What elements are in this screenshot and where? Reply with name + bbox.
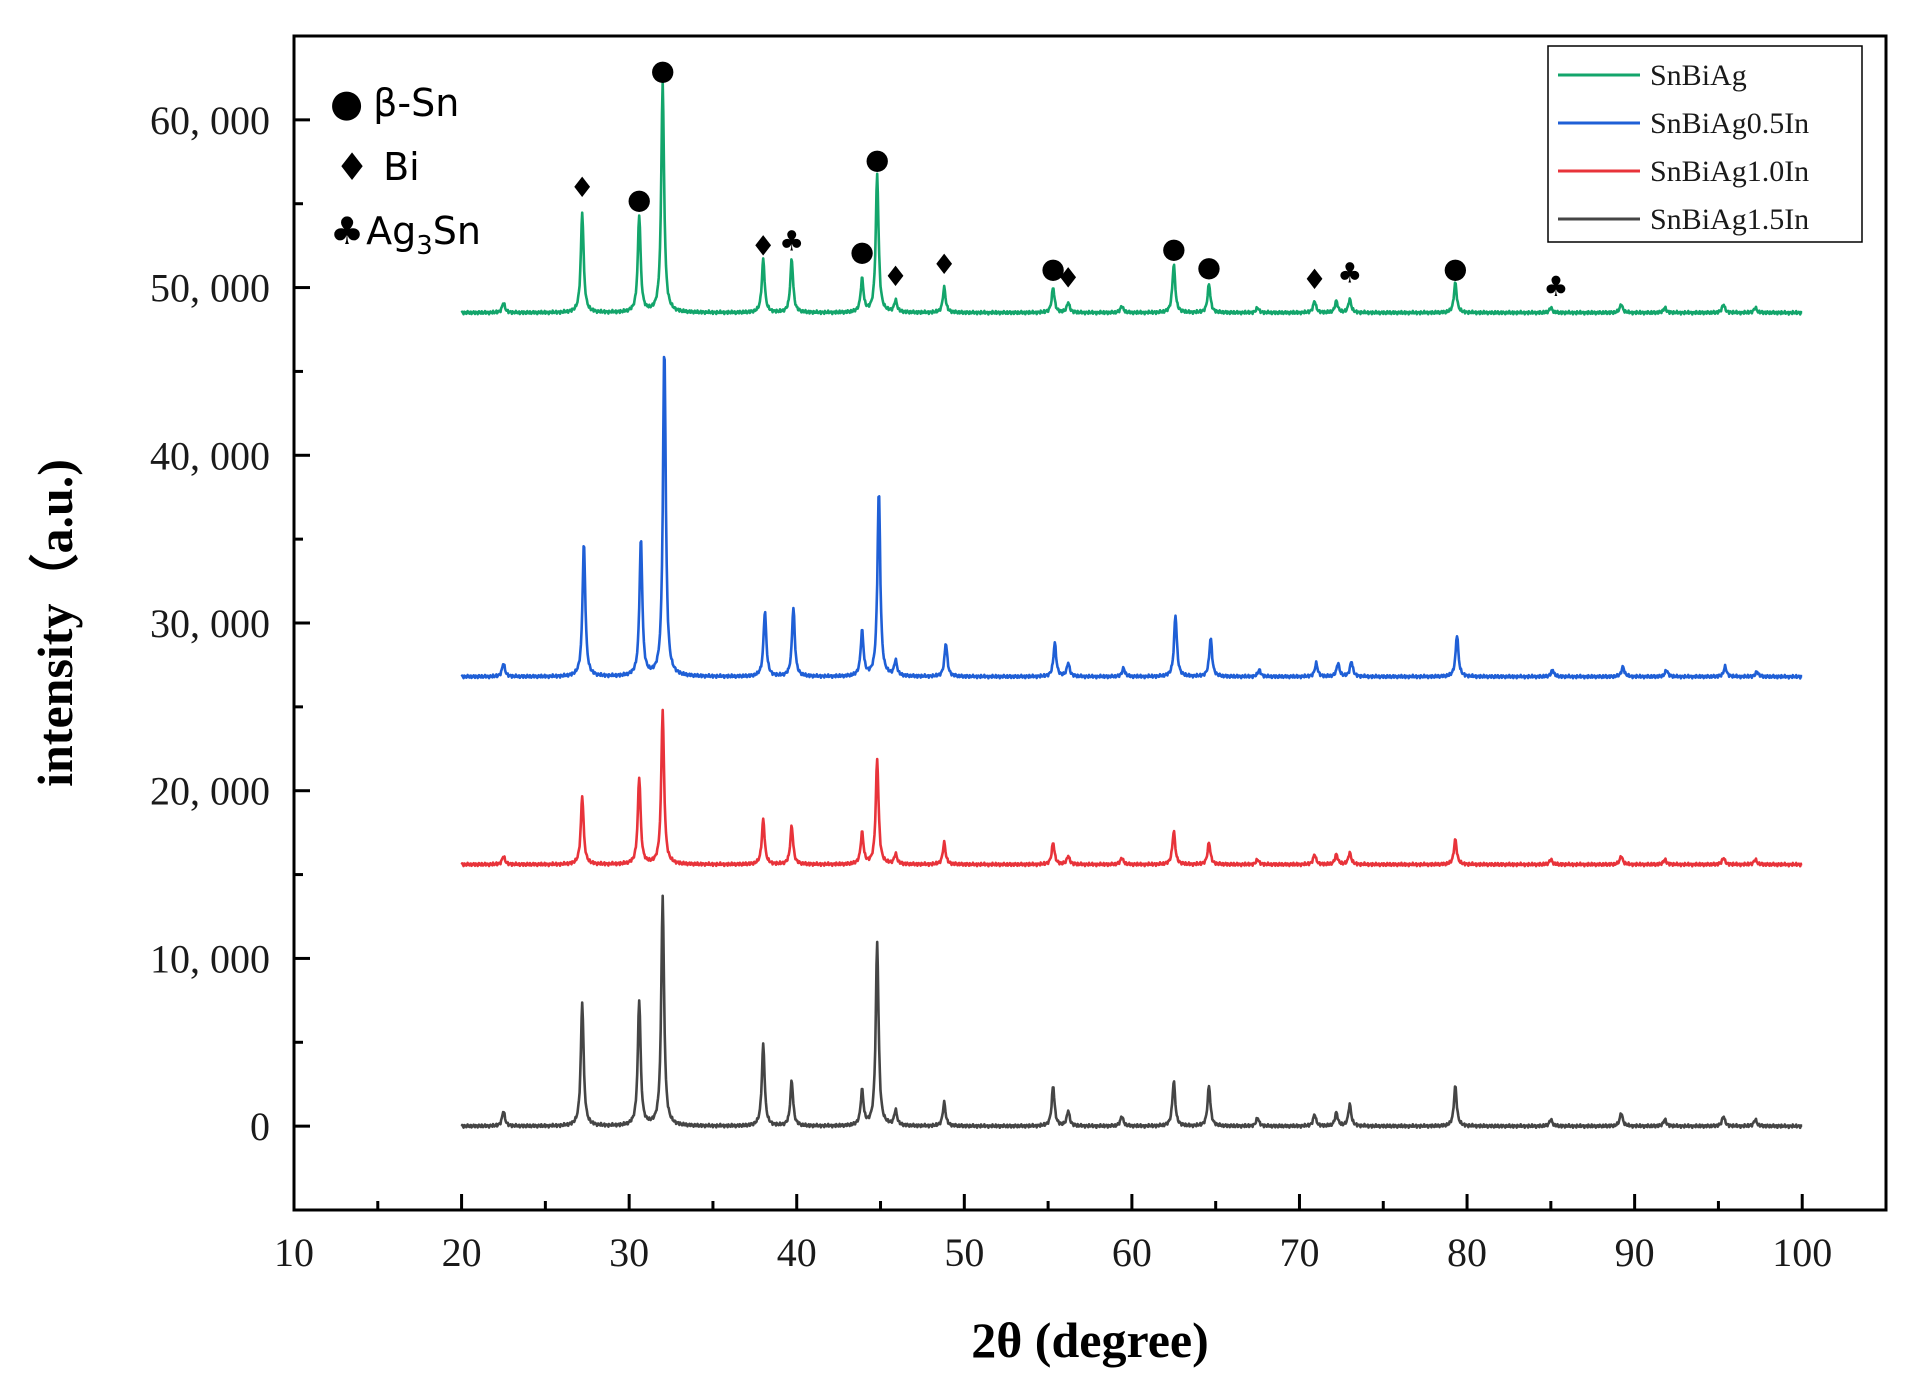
peak-marker-club-icon: ♣ [1543, 270, 1568, 303]
series-layer [460, 79, 1803, 1130]
peak-marker-club-icon: ♣ [1337, 256, 1362, 289]
series-line-snbiag0-5in [460, 355, 1803, 680]
x-tick-label: 20 [442, 1230, 482, 1275]
peak-marker-club-icon: ♣ [779, 225, 804, 258]
y-tick-label: 20, 000 [150, 769, 270, 814]
tick-label-layer: 10 20 30 40 50 60 70 80 90 100 0 10, 000 20, 000 30, … [150, 98, 1832, 1275]
diamond-icon: ♦ [335, 145, 369, 189]
circle-icon: ● [330, 81, 363, 125]
phase-legend: ● β-Sn ♦ Bi ♣Ag3Sn [330, 81, 481, 261]
peak-marker-circle-icon: ● [1197, 250, 1221, 283]
peak-marker-circle-icon: ● [650, 54, 674, 87]
peak-marker-circle-icon: ● [1162, 231, 1186, 264]
peak-marker-diamond-icon: ♦ [1302, 263, 1327, 296]
y-tick-label: 60, 000 [150, 98, 270, 143]
tick-layer [292, 118, 1804, 1212]
x-tick-label: 100 [1772, 1230, 1832, 1275]
phase-legend-beta-sn: ● β-Sn [330, 81, 459, 125]
phase-suffix: Sn [433, 209, 481, 253]
x-tick-label: 10 [274, 1230, 314, 1275]
peak-marker-layer: ♦ ●●♦ ♣ ●●♦ ♦ ●♦●● ♦ ♣ ●♣ [570, 54, 1569, 303]
peak-marker-circle-icon: ● [865, 142, 889, 175]
peak-marker-circle-icon: ● [1041, 251, 1065, 284]
x-tick-label: 40 [777, 1230, 817, 1275]
series-line-snbiag [460, 79, 1803, 316]
y-axis-title: intensity（a.u.) [27, 459, 83, 787]
legend-label: SnBiAg1.5In [1650, 203, 1809, 236]
peak-marker-circle-icon: ● [850, 235, 874, 268]
peak-marker-diamond-icon: ♦ [570, 171, 595, 204]
y-tick-label: 10, 000 [150, 936, 270, 981]
y-tick-label: 40, 000 [150, 433, 270, 478]
y-tick-label: 30, 000 [150, 601, 270, 646]
y-tick-label: 0 [250, 1104, 270, 1149]
club-icon: ♣ [330, 209, 364, 253]
legend-label: SnBiAg0.5In [1650, 107, 1809, 140]
phase-label: Bi [383, 145, 420, 189]
series-line-snbiag1-5in [460, 894, 1803, 1130]
x-tick-label: 30 [609, 1230, 649, 1275]
peak-marker-diamond-icon: ♦ [883, 260, 908, 293]
phase-legend-ag3sn: ♣Ag3Sn [330, 209, 481, 261]
phase-legend-bi: ♦ Bi [335, 145, 420, 189]
x-tick-label: 60 [1112, 1230, 1152, 1275]
legend-box [1547, 45, 1863, 243]
peak-marker-diamond-icon: ♦ [932, 248, 957, 281]
peak-marker-diamond-icon: ♦ [751, 230, 776, 263]
x-tick-label: 80 [1447, 1230, 1487, 1275]
phase-label: Ag [366, 209, 416, 253]
peak-marker-circle-icon: ● [1443, 251, 1467, 284]
peak-marker-diamond-icon: ♦ [1056, 262, 1081, 295]
series-line-snbiag1-0in [460, 708, 1803, 868]
legend-label: SnBiAg1.0In [1650, 155, 1809, 188]
x-tick-label: 90 [1615, 1230, 1655, 1275]
series-legend: SnBiAg SnBiAg0.5In SnBiAg1.0In SnBiAg1.5In [1547, 45, 1863, 243]
x-axis-title: 2θ (degree) [971, 1312, 1209, 1368]
phase-label: β-Sn [373, 81, 459, 125]
y-tick-label: 50, 000 [150, 266, 270, 311]
peak-marker-circle-icon: ● [627, 183, 651, 216]
x-tick-label: 70 [1279, 1230, 1319, 1275]
x-tick-label: 50 [944, 1230, 984, 1275]
phase-subscript: 3 [416, 231, 433, 261]
legend-label: SnBiAg [1650, 59, 1747, 92]
